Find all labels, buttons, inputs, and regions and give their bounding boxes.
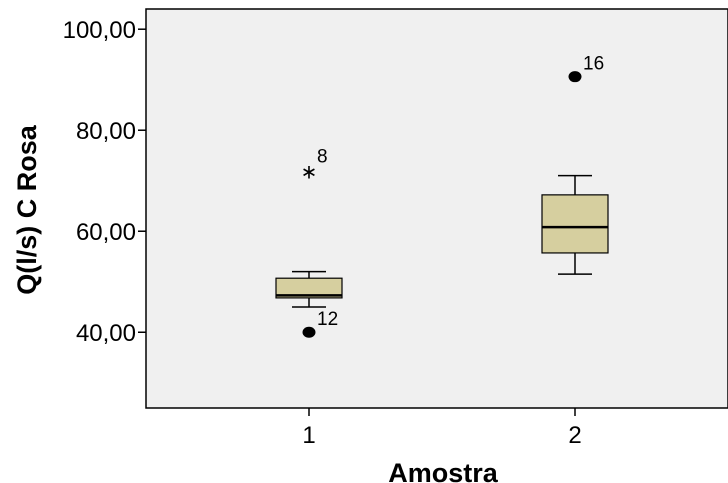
box-group-2: 16	[541, 54, 609, 275]
outlier-marker-circle	[568, 71, 582, 83]
box-group-1: ∗8 12	[275, 147, 343, 338]
plot-area	[145, 8, 728, 409]
outlier-marker-star: ∗	[301, 160, 318, 184]
outlier-label: 8	[317, 147, 328, 168]
y-tick-label: 40,00	[76, 320, 136, 347]
outlier-label: 16	[583, 54, 604, 75]
y-tick-label: 60,00	[76, 219, 136, 246]
x-tick-label: 1	[302, 422, 315, 449]
box-iqr	[275, 277, 343, 299]
x-tick-label: 2	[568, 422, 581, 449]
y-axis: 40,00 60,00 80,00 100,00	[63, 17, 146, 347]
y-axis-title: Q(l/s) C Rosa	[12, 124, 42, 295]
outlier-label: 12	[317, 309, 338, 330]
box-series: ∗8 12 16	[275, 54, 609, 338]
outlier-marker-circle	[302, 326, 316, 338]
y-tick-label: 80,00	[76, 118, 136, 145]
box-iqr	[541, 194, 609, 254]
y-tick-label: 100,00	[63, 17, 136, 44]
x-axis-title: Amostra	[388, 458, 499, 483]
